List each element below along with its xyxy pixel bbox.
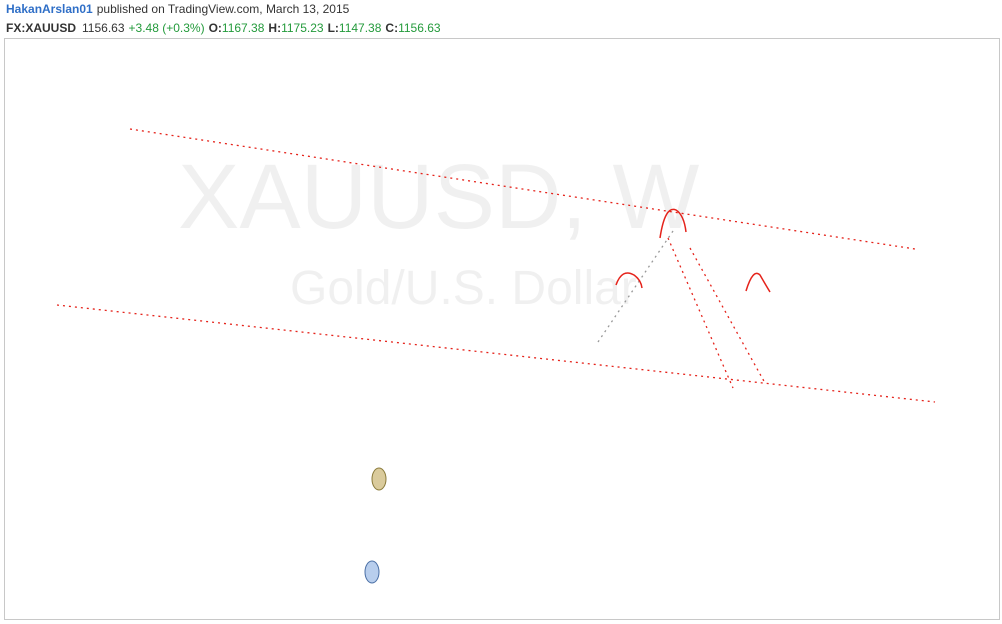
watermark: XAUUSD, W xyxy=(178,146,700,248)
trend-line[interactable] xyxy=(689,247,766,384)
sketch-arc[interactable] xyxy=(659,208,687,239)
ohlc-label: O: xyxy=(209,21,222,35)
ohlc-label: L: xyxy=(328,21,339,35)
sketch-arc[interactable] xyxy=(615,272,643,289)
watermark: Gold/U.S. Dollar xyxy=(290,262,637,315)
author[interactable]: HakanArslan01 xyxy=(6,2,93,16)
sketch-arc[interactable] xyxy=(745,272,771,293)
trend-line[interactable] xyxy=(597,227,676,343)
ohlc-value: 1167.38 xyxy=(222,21,265,35)
trend-line[interactable] xyxy=(129,128,916,250)
header-line: HakanArslan01 published on TradingView.co… xyxy=(6,2,350,16)
last: 1156.63 xyxy=(82,21,125,35)
quote-line: FX:XAUUSD 1156.63 +3.48 (+0.3%) O:1167.38 H:… xyxy=(6,21,441,35)
symbol: FX:XAUUSD xyxy=(6,21,76,35)
highlight[interactable] xyxy=(371,467,387,491)
ohlc-value: 1175.23 xyxy=(281,21,324,35)
ohlc-value: 1147.38 xyxy=(339,21,382,35)
ohlc-value: 1156.63 xyxy=(398,21,441,35)
ohlc-label: H: xyxy=(268,21,281,35)
highlight[interactable] xyxy=(364,560,380,584)
ohlc-label: C: xyxy=(385,21,398,35)
frame xyxy=(4,38,1000,620)
published: published on TradingView.com, March 13, … xyxy=(97,2,350,16)
change: +3.48 (+0.3%) xyxy=(129,21,205,35)
drawings xyxy=(56,128,936,403)
